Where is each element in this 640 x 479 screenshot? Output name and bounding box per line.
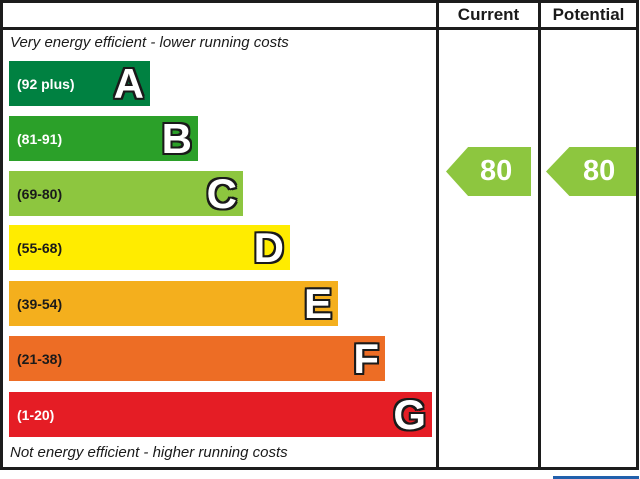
band-f: (21-38) F [9,336,385,381]
band-range-label: (92 plus) [17,75,75,92]
band-range-label: (55-68) [17,239,63,256]
band-letter: C [206,170,237,217]
band-d: (55-68) D [9,225,290,270]
table-border-top [0,0,639,3]
band-range-label: (21-38) [17,350,63,367]
current-column-divider [436,0,439,470]
band-letter: A [113,60,144,107]
potential-column-header: Potential [552,5,625,24]
band-range-label: (69-80) [17,185,63,202]
current-rating-value: 80 [480,155,513,187]
potential-column-divider [538,0,541,470]
table-border-right [636,0,639,470]
caption-very-efficient: Very energy efficient - lower running co… [10,34,289,51]
current-rating-arrow: 80 [446,147,531,196]
band-g: (1-20) G [9,392,432,437]
band-e: (39-54) E [9,281,338,326]
potential-rating-value: 80 [582,155,616,187]
partial-blue-bar [553,476,639,479]
table-border-bottom [0,467,639,470]
band-range-label: (1-20) [17,406,55,423]
band-letter: B [161,115,192,162]
band-letter: F [353,335,379,382]
band-range-label: (81-91) [17,130,63,147]
band-range-label: (39-54) [17,295,63,312]
band-letter: E [303,280,332,327]
band-b: (81-91) B [9,116,198,161]
band-letter: D [253,224,284,271]
band-letter: G [393,391,426,438]
caption-not-efficient: Not energy efficient - higher running co… [10,444,288,461]
band-a: (92 plus) A [9,61,150,106]
current-column-header: Current [457,5,520,24]
table-border-left [0,0,3,470]
header-divider-line [0,27,639,30]
band-c: (69-80) C [9,171,243,216]
potential-rating-arrow: 80 [546,147,636,196]
